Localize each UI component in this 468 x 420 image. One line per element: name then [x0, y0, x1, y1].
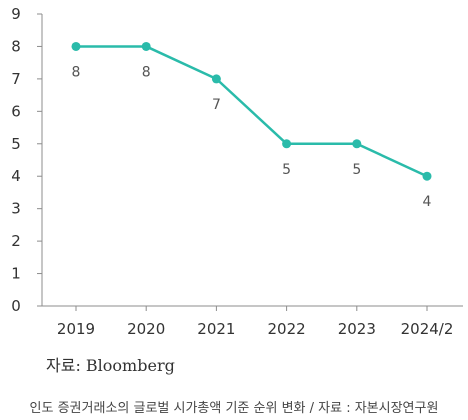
data-label: 5: [352, 162, 361, 178]
y-tick-label: 7: [11, 70, 21, 88]
data-point: [422, 171, 432, 181]
y-tick-label: 3: [11, 200, 21, 218]
y-tick-label: 9: [11, 5, 21, 23]
y-tick-label: 6: [11, 102, 21, 120]
series-layer: [71, 41, 432, 181]
y-tick-label: 4: [11, 167, 21, 185]
data-point: [141, 41, 151, 51]
series-line: [76, 45, 428, 178]
data-label: 8: [142, 64, 151, 80]
y-axis-ticks: 0 1 2 3 4 5 6 7 8 9: [11, 5, 42, 315]
x-tick-label: 2020: [127, 320, 165, 338]
data-label: 8: [72, 64, 81, 80]
data-label: 5: [282, 162, 291, 178]
y-tick-label: 2: [11, 232, 21, 250]
x-tick-label: 2019: [57, 320, 95, 338]
data-point: [71, 41, 81, 51]
y-tick-label: 5: [11, 135, 21, 153]
x-tick-label: 2021: [197, 320, 235, 338]
x-tick-label: 2023: [338, 320, 376, 338]
y-tick-label: 8: [11, 37, 21, 55]
data-labels: 8 8 7 5 5 4: [72, 64, 432, 210]
chart-axes: [41, 14, 463, 307]
data-point: [352, 139, 362, 149]
x-tick-label: 2024/2: [401, 320, 454, 338]
data-point: [282, 139, 292, 149]
data-point: [211, 74, 221, 84]
x-tick-label: 2022: [268, 320, 306, 338]
data-label: 7: [212, 97, 221, 113]
y-tick-label: 0: [11, 297, 21, 315]
data-label: 4: [423, 194, 432, 210]
figure-caption: 인도 증권거래소의 글로벌 시가총액 기준 순위 변화 / 자료 : 자본시장연…: [29, 401, 439, 416]
source-note: 자료: Bloomberg: [46, 356, 175, 375]
y-tick-label: 1: [11, 265, 21, 283]
x-axis-ticks: 2019 2020 2021 2022 2023 2024/2: [57, 306, 453, 338]
